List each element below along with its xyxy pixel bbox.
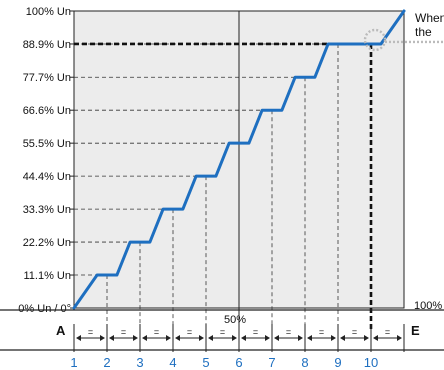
y-tick-label: 11.1% Un — [24, 270, 72, 282]
step-axis: 1 2 3 4 5 6 7 8 9 10 = = = = = = = = = = — [0, 309, 444, 370]
guide-lines — [74, 11, 373, 330]
segment-arrow-left — [274, 335, 279, 341]
segment-equal-label: = — [286, 327, 291, 337]
segment-arrow-right — [166, 335, 171, 341]
y-tick-label: 88.9% Un — [23, 39, 71, 51]
y-tick-label: 44.4% Un — [23, 171, 71, 183]
y-axis-ticks: 0% Un / 0° 11.1% Un 22.2% Un 33.3% Un 44.4% … — [18, 6, 74, 315]
segment-equal-label: = — [187, 327, 192, 337]
segment-equal-label: = — [319, 327, 324, 337]
segment-arrow-left — [175, 335, 180, 341]
y-tick-label: 22.2% Un — [23, 237, 71, 249]
segment-arrow-right — [331, 335, 336, 341]
segment-equal-label: = — [220, 327, 225, 337]
segment-arrow-left — [109, 335, 114, 341]
y-tick-label: 66.6% Un — [23, 105, 71, 117]
start-label: A — [56, 323, 66, 338]
annotation-group: When the — [415, 11, 444, 39]
step-number: 6 — [235, 355, 242, 370]
right-percent-label: 100% — [414, 300, 442, 312]
segment-arrow-left — [142, 335, 147, 341]
end-label: E — [411, 323, 420, 338]
segment-equal-label: = — [352, 327, 357, 337]
y-tick-label: 33.3% Un — [23, 204, 71, 216]
segment-arrow-right — [265, 335, 270, 341]
segment-arrow-right — [100, 335, 105, 341]
series-line — [72, 9, 406, 310]
step-number: 8 — [301, 355, 308, 370]
mid-percent-label: 50% — [224, 314, 246, 326]
y-tick-label: 100% Un — [26, 6, 71, 18]
annotation-line-1: When — [415, 11, 444, 25]
segment-arrow-left — [241, 335, 246, 341]
step-number: 3 — [136, 355, 143, 370]
segment-arrow-left — [307, 335, 312, 341]
step-number: 5 — [202, 355, 209, 370]
step-number: 1 — [70, 355, 77, 370]
step-number: 2 — [103, 355, 110, 370]
step-number: 4 — [169, 355, 176, 370]
segment-arrow-left — [76, 335, 81, 341]
segment-arrow-right — [364, 335, 369, 341]
segment-arrow-left — [208, 335, 213, 341]
segment-equal-label: = — [88, 327, 93, 337]
segment-arrow-right — [397, 335, 402, 341]
segment-equal-label: = — [385, 327, 390, 337]
highlight-circle — [363, 28, 387, 52]
segment-equal-label: = — [121, 327, 126, 337]
segment-arrow-right — [199, 335, 204, 341]
segment-equal-label: = — [154, 327, 159, 337]
step-number: 9 — [334, 355, 341, 370]
segment-arrow-left — [373, 335, 378, 341]
step-number: 7 — [268, 355, 275, 370]
segment-equal-label: = — [253, 327, 258, 337]
y-tick-label: 55.5% Un — [23, 138, 71, 150]
segment-arrow-right — [298, 335, 303, 341]
series-group — [72, 9, 444, 310]
segment-arrow-right — [232, 335, 237, 341]
step-number: 10 — [364, 355, 378, 370]
y-tick-label: 77.7% Un — [23, 72, 71, 84]
y-tick-label: 0% Un / 0° — [18, 303, 71, 315]
annotation-line-2: the — [415, 25, 432, 39]
segment-arrow-left — [340, 335, 345, 341]
segment-arrow-right — [133, 335, 138, 341]
